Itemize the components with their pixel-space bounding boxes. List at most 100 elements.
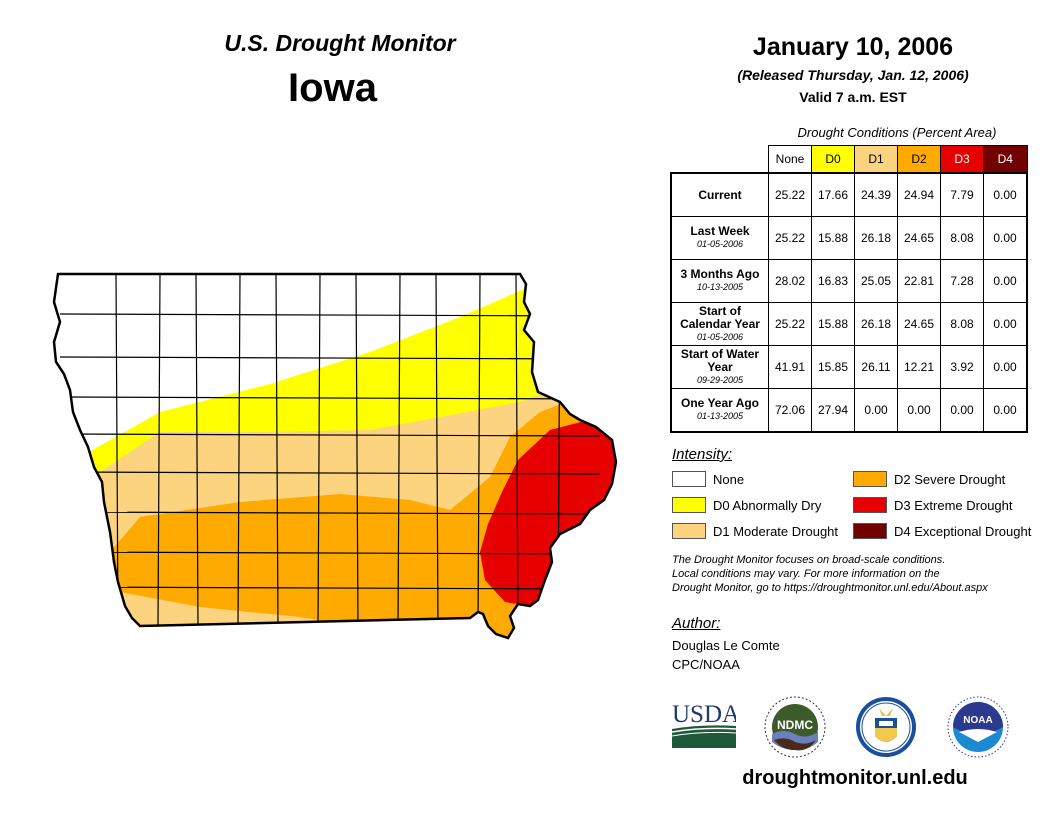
legend-label: None [713, 471, 745, 487]
release-date: (Released Thursday, Jan. 12, 2006) [737, 67, 969, 83]
legend-item-d2: D2 Severe Drought [853, 471, 1031, 487]
cell-d2: 24.65 [897, 216, 941, 260]
footer-url-link[interactable]: droughtmonitor.unl.edu [742, 767, 968, 789]
county-boundaries [59, 274, 601, 627]
author-org: CPC/NOAA [672, 657, 740, 672]
row-label: One Year Ago 01-13-2005 [670, 388, 769, 433]
county-line [477, 274, 481, 627]
county-line [515, 274, 519, 627]
cell-d2: 0.00 [897, 388, 941, 433]
header-d2: D2 [897, 145, 941, 174]
ndmc-logo-text: NDMC [777, 718, 813, 732]
legend-label: D1 Moderate Drought [713, 523, 839, 539]
county-line [59, 551, 601, 555]
cell-d4: 0.00 [983, 172, 1028, 217]
header-blank [671, 146, 769, 174]
cell-none: 41.91 [768, 345, 812, 389]
table-row: Start of Calendar Year 01-05-2006 25.22 15.… [670, 302, 1028, 346]
county-line [317, 274, 321, 627]
author-heading: Author: [672, 615, 721, 632]
legend-label: D4 Exceptional Drought [894, 523, 1032, 539]
usda-logo-text: USDA [672, 701, 736, 728]
row-date: 01-13-2005 [696, 411, 744, 421]
county-line [435, 274, 439, 627]
row-label: 3 Months Ago 10-13-2005 [670, 259, 769, 303]
note-line: The Drought Monitor focuses on broad-sca… [672, 554, 946, 566]
county-line [355, 274, 359, 627]
cell-none: 72.06 [768, 388, 812, 433]
disclaimer-note: The Drought Monitor focuses on broad-sca… [672, 553, 1042, 595]
cell-d2: 22.81 [897, 259, 941, 303]
map-date: January 10, 2006 [752, 33, 954, 61]
county-line [59, 313, 601, 317]
legend-column-right: D2 Severe Drought D3 Extreme Drought D4 … [853, 471, 1031, 539]
cell-d3: 7.79 [940, 172, 984, 217]
table-row: 3 Months Ago 10-13-2005 28.02 16.83 25.05 22.… [670, 259, 1028, 303]
area-d3 [480, 417, 616, 607]
legend-column-left: None D0 Abnormally Dry D1 Moderate Droug… [672, 471, 838, 539]
header-none: None [768, 145, 812, 174]
row-label-text: 3 Months Ago [680, 267, 760, 281]
cell-d0: 27.94 [811, 388, 855, 433]
county-line [59, 356, 601, 360]
county-line [59, 586, 601, 590]
cell-d0: 16.83 [811, 259, 855, 303]
row-label: Start of Water Year 09-29-2005 [670, 345, 769, 389]
county-line [59, 471, 601, 475]
cell-none: 28.02 [768, 259, 812, 303]
row-date: 10-13-2005 [696, 282, 744, 292]
cell-none: 25.22 [768, 302, 812, 346]
row-label: Last Week 01-05-2006 [670, 216, 769, 260]
header-d1: D1 [854, 145, 898, 174]
row-label: Current [670, 172, 769, 217]
usda-logo-icon: USDA [672, 701, 736, 748]
cell-d3: 8.08 [940, 216, 984, 260]
row-label-text: Start of Calendar Year [680, 303, 760, 331]
legend-item-d1: D1 Moderate Drought [672, 523, 838, 539]
cell-d1: 25.05 [854, 259, 898, 303]
county-line [59, 396, 601, 400]
row-label: Start of Calendar Year 01-05-2006 [670, 302, 769, 346]
legend-title: Intensity: [672, 446, 733, 463]
county-line [275, 274, 279, 627]
valid-time: Valid 7 a.m. EST [799, 89, 907, 105]
legend-swatch [672, 471, 706, 487]
cell-d1: 26.18 [854, 302, 898, 346]
cell-d4: 0.00 [983, 259, 1028, 303]
cell-d2: 24.94 [897, 172, 941, 217]
header-d4: D4 [983, 145, 1028, 174]
legend-item-d4: D4 Exceptional Drought [853, 523, 1031, 539]
table-caption: Drought Conditions (Percent Area) [797, 125, 997, 140]
cell-d3: 7.28 [940, 259, 984, 303]
legend-label: D0 Abnormally Dry [713, 497, 822, 513]
legend-label: D2 Severe Drought [894, 471, 1006, 487]
note-line: Drought Monitor, go to https://droughtmo… [672, 582, 988, 594]
cell-d0: 15.88 [811, 302, 855, 346]
commerce-seal-icon [856, 697, 916, 757]
county-line [397, 274, 401, 627]
cell-d1: 24.39 [854, 172, 898, 217]
county-line [157, 274, 161, 627]
legend-swatch [672, 497, 706, 513]
header-d0: D0 [811, 145, 855, 174]
row-date: 01-05-2006 [696, 331, 744, 342]
county-line [237, 274, 241, 627]
county-line [59, 511, 601, 515]
header-d3: D3 [940, 145, 984, 174]
table-row: One Year Ago 01-13-2005 72.06 27.94 0.00 0.00… [670, 388, 1028, 433]
legend-swatch [853, 471, 887, 487]
legend-label: D3 Extreme Drought [894, 497, 1013, 513]
state-border [52, 272, 618, 640]
cell-d4: 0.00 [983, 388, 1028, 433]
cell-d3: 8.08 [940, 302, 984, 346]
legend-item-none: None [672, 471, 838, 487]
table-row: Current 25.22 17.66 24.39 24.94 7.79 0.00 [670, 172, 1028, 217]
state-title: Iowa [288, 66, 377, 110]
row-label-text: One Year Ago [680, 396, 760, 410]
row-date: 01-05-2006 [696, 239, 744, 249]
county-line [195, 274, 199, 627]
author-name: Douglas Le Comte [672, 638, 780, 653]
row-label-text: Start of Water Year [680, 346, 760, 374]
cell-d2: 24.65 [897, 302, 941, 346]
legend-swatch [853, 523, 887, 539]
